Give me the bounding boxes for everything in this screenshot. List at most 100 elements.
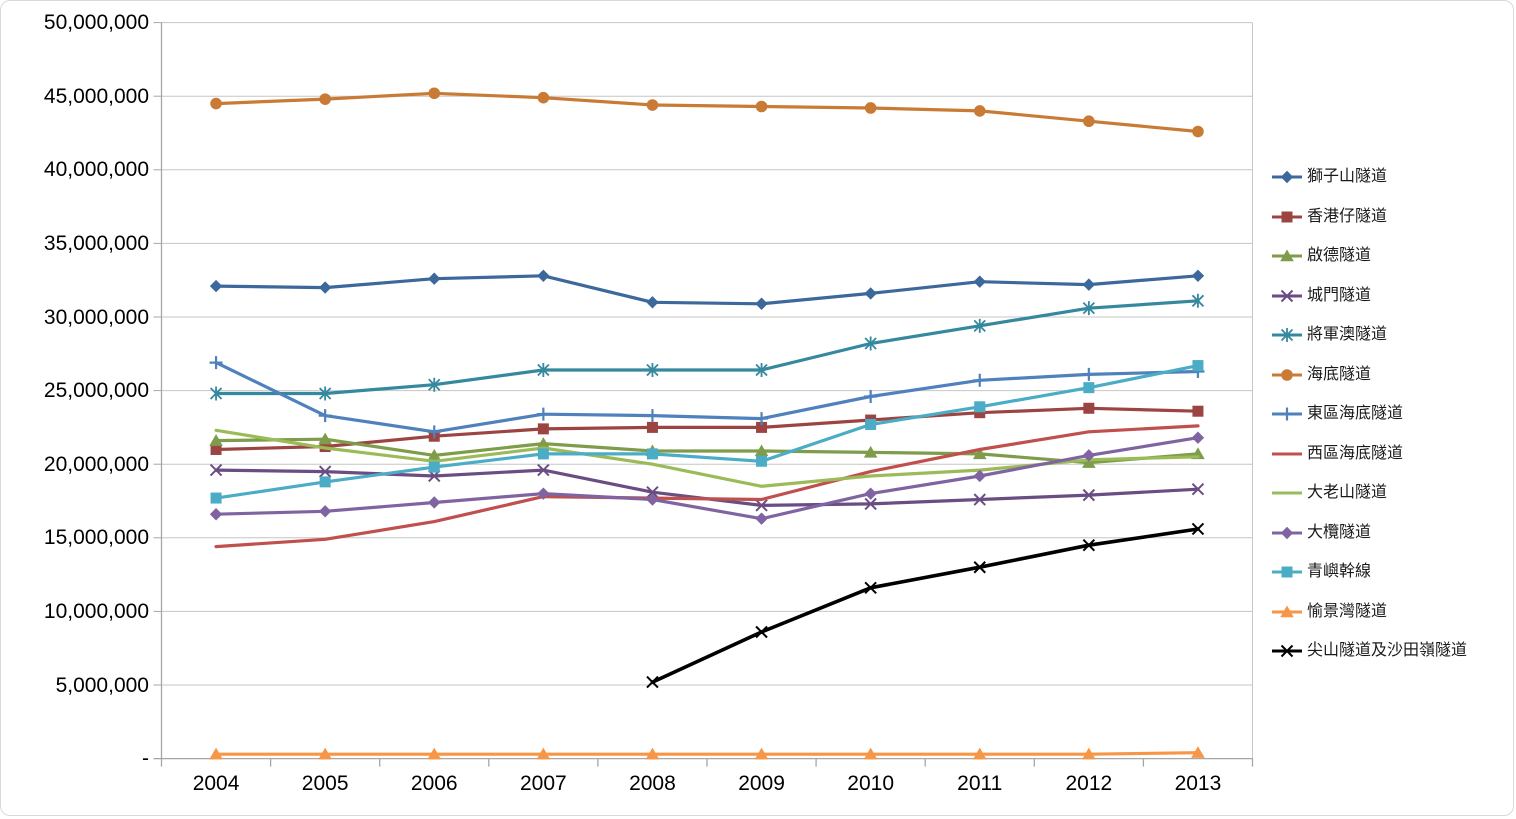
- x-marker: [1280, 644, 1294, 658]
- legend-marker-sample: [1272, 605, 1302, 617]
- circle-marker: [646, 99, 659, 111]
- y-tick-label: 40,000,000: [43, 158, 149, 182]
- circle-marker: [319, 93, 331, 105]
- legend-item-8: 西區海底隧道: [1271, 434, 1403, 474]
- diamond-marker: [1191, 269, 1205, 282]
- legend-label: 東區海底隧道: [1307, 405, 1404, 422]
- legend-label: 大欖隧道: [1307, 523, 1372, 541]
- x-tick-label: 2008: [629, 772, 676, 795]
- legend-item-7: 東區海底隧道: [1271, 394, 1403, 434]
- series-獅子山隧道: [209, 269, 1205, 310]
- square-marker: [1281, 211, 1293, 222]
- plus-marker: [645, 409, 659, 423]
- legend-marker-sample: [1272, 526, 1302, 539]
- star-marker: [1191, 293, 1205, 308]
- circle-marker: [755, 100, 768, 113]
- x-marker: [1082, 538, 1096, 552]
- x-tick-label: 2007: [519, 772, 567, 795]
- y-tick-label: 30,000,000: [43, 305, 149, 329]
- y-tick-label: 35,000,000: [43, 231, 149, 255]
- diamond-marker: [209, 508, 223, 521]
- legend-label: 尖山隧道及沙田嶺隧道: [1307, 642, 1468, 659]
- triangle-marker: [318, 747, 332, 760]
- triangle-marker: [536, 437, 551, 449]
- triangle-marker: [754, 444, 769, 457]
- series-尖山隧道及沙田嶺隧道: [646, 522, 1205, 689]
- triangle-marker: [754, 747, 769, 760]
- triangle-marker: [1082, 747, 1096, 760]
- square-marker: [974, 407, 986, 419]
- square-marker: [1192, 360, 1204, 372]
- x-marker: [755, 499, 768, 512]
- legend-item-10: 大欖隧道: [1271, 513, 1371, 553]
- series-香港仔隧道: [210, 402, 1204, 455]
- legend-marker-sample: [1272, 211, 1302, 222]
- x-marker: [537, 463, 550, 477]
- diamond-swatch-icon: [1271, 525, 1305, 541]
- triangle-marker: [972, 447, 987, 460]
- circle-marker: [973, 105, 986, 117]
- x-tick-label: 2009: [738, 772, 785, 795]
- triangle-marker: [536, 747, 551, 760]
- star-marker: [1280, 328, 1294, 342]
- series-啟德隧道: [209, 432, 1205, 468]
- square-marker: [428, 461, 440, 473]
- x-tick-label: 2011: [957, 772, 1003, 795]
- x-marker: [1280, 289, 1294, 302]
- x-tick-label: 2005: [301, 772, 349, 795]
- square-marker: [210, 492, 222, 504]
- star-marker: [537, 362, 550, 377]
- diamond-marker: [1191, 431, 1205, 444]
- star-marker: [319, 386, 332, 401]
- diamond-marker: [864, 487, 877, 500]
- diamond-marker: [1280, 526, 1294, 539]
- square-marker: [537, 448, 549, 460]
- x-swatch-icon: [1271, 288, 1305, 304]
- plus-marker: [318, 409, 332, 423]
- legend-marker-sample: [1272, 644, 1302, 658]
- circle-marker: [1192, 125, 1204, 138]
- x-marker: [1191, 483, 1205, 496]
- plus-marker: [1082, 367, 1096, 381]
- plus-marker: [973, 373, 987, 387]
- square-marker: [1083, 402, 1095, 414]
- plus-marker: [864, 389, 878, 403]
- square-marker: [756, 455, 768, 467]
- y-tick-label: 50,000,000: [43, 11, 149, 35]
- series-line: [214, 274, 1200, 306]
- line-swatch-icon: [1271, 485, 1305, 501]
- x-tick-label: 2004: [192, 772, 240, 795]
- series-line: [214, 424, 1200, 549]
- legend-label: 愉景灣隧道: [1307, 602, 1388, 620]
- circle-marker: [537, 91, 550, 104]
- legend-label: 將軍澳隧道: [1307, 326, 1388, 343]
- square-marker: [319, 476, 331, 488]
- plus-marker: [1280, 407, 1294, 421]
- series-海底隧道: [210, 87, 1204, 138]
- star-marker: [755, 362, 768, 377]
- x-marker: [755, 625, 768, 639]
- legend-label: 青嶼幹線: [1307, 563, 1372, 580]
- triangle-marker: [318, 432, 332, 445]
- circle-marker: [864, 102, 877, 114]
- star-marker: [973, 318, 986, 333]
- diamond-marker: [428, 496, 441, 509]
- x-marker: [1082, 488, 1096, 502]
- y-tick-label: 5,000,000: [55, 673, 149, 697]
- series-line: [214, 91, 1200, 134]
- series-將軍澳隧道: [209, 293, 1205, 401]
- triangle-marker: [1280, 249, 1294, 262]
- series-line: [650, 527, 1200, 684]
- y-tick-label: -: [142, 747, 149, 771]
- star-marker: [1082, 301, 1095, 316]
- series-西區海底隧道: [214, 424, 1200, 549]
- diamond-marker: [1082, 449, 1096, 462]
- triangle-marker: [209, 434, 223, 446]
- legend-label: 獅子山隧道: [1307, 168, 1388, 185]
- legend-label: 香港仔隧道: [1307, 207, 1388, 225]
- square-marker: [1192, 405, 1204, 417]
- series-東區海底隧道: [209, 356, 1205, 439]
- circle-marker: [1083, 115, 1095, 128]
- y-tick-label: 20,000,000: [43, 452, 149, 476]
